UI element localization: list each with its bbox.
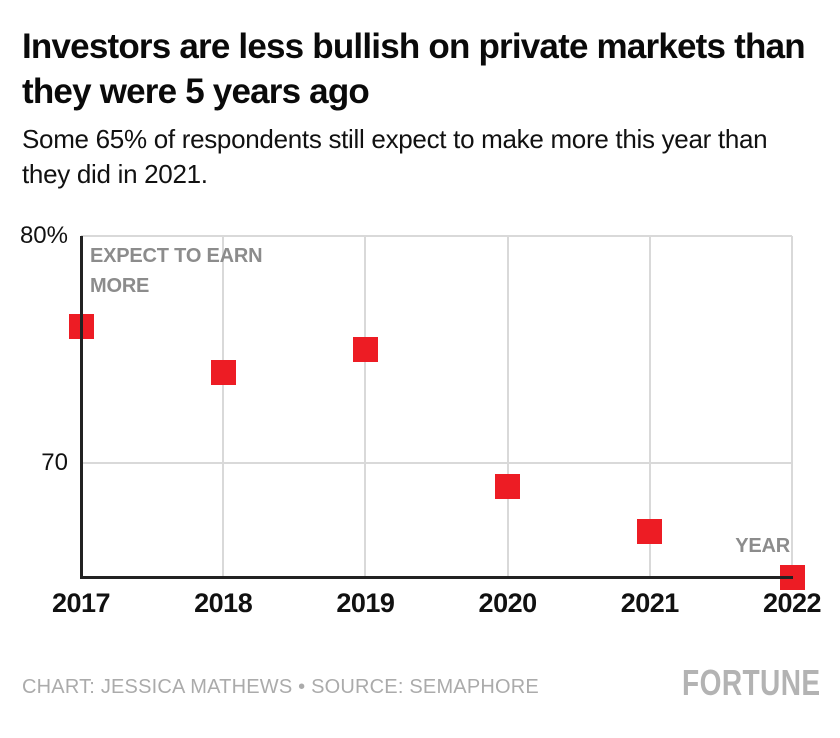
data-point-2018 [210,359,236,385]
x-tick-label-2021: 2021 [620,588,680,618]
h-gridline-80 [81,235,792,237]
chart-subtitle: Some 65% of respondents still expect to … [22,124,768,189]
data-point-2021 [637,519,663,545]
data-point-2020 [495,473,521,499]
y-tick-label-80: 80% [19,222,68,249]
fortune-logo: FORTUNE [681,662,820,703]
x-axis-line [80,576,793,579]
x-tick-label-2018: 2018 [194,588,253,618]
chart-credit: CHART: JESSICA MATHEWS • SOURCE: SEMAPHO… [22,676,539,698]
x-tick-label-2019: 2019 [336,588,395,618]
y-tick-label-70: 70 [41,449,68,477]
plot-area: EXPECT TO EARN MORE YEAR [68,235,805,590]
x-tick-label-2020: 2020 [478,588,538,618]
data-point-2019 [352,337,378,363]
chart-title: Investors are less bullish on private ma… [22,27,806,111]
v-gridline-2018 [222,236,225,577]
y-axis-line [80,236,83,577]
v-gridline-2019 [364,236,367,577]
x-tick-label-2017: 2017 [51,588,111,618]
h-gridline-70 [81,462,792,465]
v-gridline-2020 [506,236,509,577]
series-annotation-label: EXPECT TO EARN MORE [90,245,263,297]
v-gridline-2021 [648,236,651,577]
x-axis-annotation-label: YEAR [735,535,790,557]
v-gridline-2022 [791,236,793,577]
x-tick-label-2022: 2022 [762,588,822,618]
